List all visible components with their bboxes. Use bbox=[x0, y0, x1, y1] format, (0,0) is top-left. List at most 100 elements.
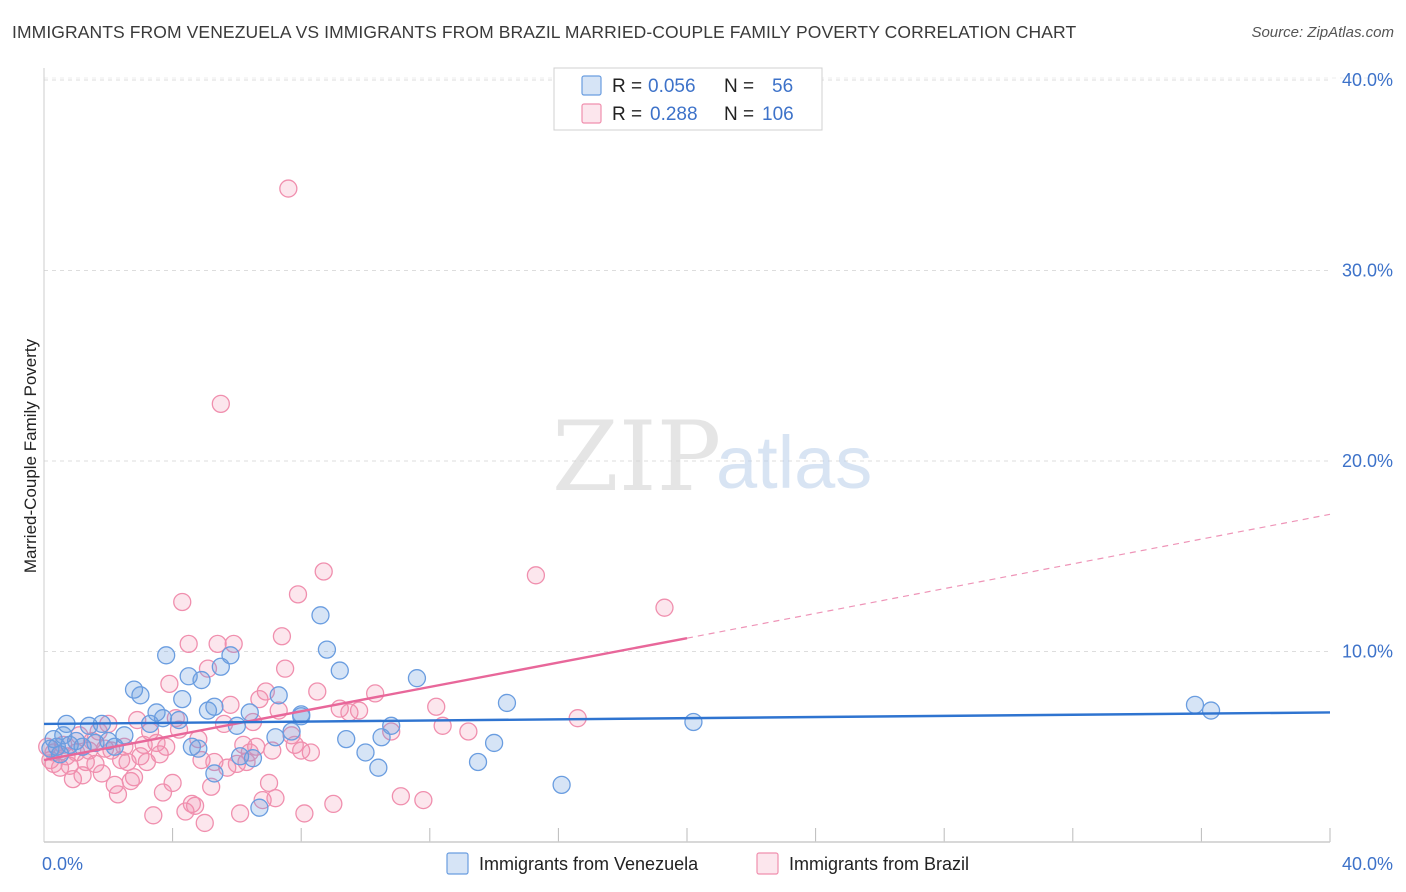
venezuela-point bbox=[173, 689, 192, 709]
x-tick-labels: 0.0% 40.0% bbox=[42, 854, 1393, 874]
source-label: Source: ZipAtlas.com bbox=[1251, 24, 1394, 41]
legend-n-label: N = bbox=[724, 76, 754, 97]
series-legend-venezuela: Immigrants from Venezuela bbox=[479, 854, 699, 874]
brazil-point bbox=[163, 773, 182, 793]
series-legend: Immigrants from Venezuela Immigrants fro… bbox=[446, 852, 969, 875]
venezuela-point bbox=[169, 710, 189, 730]
brazil-point bbox=[173, 592, 192, 612]
venezuela-point bbox=[189, 739, 208, 758]
x-tick-label: 40.0% bbox=[1342, 854, 1393, 874]
brazil-point bbox=[259, 773, 279, 793]
venezuela-point bbox=[356, 743, 375, 762]
venezuela-point bbox=[192, 670, 211, 690]
chart-title: IMMIGRANTS FROM VENEZUELA VS IMMIGRANTS … bbox=[12, 22, 1077, 42]
brazil-point bbox=[655, 598, 674, 617]
legend-n-value: 56 bbox=[772, 76, 793, 97]
trend-lines bbox=[43, 513, 1331, 762]
venezuela-trend-line bbox=[43, 711, 1331, 726]
y-tick-label: 40.0% bbox=[1342, 70, 1393, 90]
venezuela-point bbox=[182, 737, 202, 756]
venezuela-point bbox=[1201, 701, 1221, 720]
brazil-point bbox=[314, 562, 333, 581]
watermark-zip: ZIP bbox=[552, 401, 721, 513]
x-tick-label: 0.0% bbox=[42, 854, 83, 874]
series-legend-swatch-brazil bbox=[756, 852, 779, 875]
legend-n-value: 106 bbox=[762, 104, 794, 125]
venezuela-point bbox=[205, 764, 224, 783]
series-legend-brazil: Immigrants from Brazil bbox=[789, 854, 969, 874]
brazil-point bbox=[224, 634, 243, 654]
brazil-point bbox=[272, 627, 292, 646]
watermark-atlas: atlas bbox=[716, 421, 872, 504]
venezuela-point bbox=[115, 726, 134, 745]
y-tick-labels: 10.0% 20.0% 30.0% 40.0% bbox=[1342, 70, 1393, 662]
brazil-point bbox=[185, 796, 205, 815]
venezuela-point bbox=[1185, 695, 1205, 714]
brazil-point bbox=[414, 790, 433, 810]
venezuela-point bbox=[468, 752, 488, 772]
brazil-point bbox=[288, 585, 308, 604]
brazil-point bbox=[391, 787, 411, 806]
brazil-point bbox=[526, 566, 546, 585]
brazil-point bbox=[295, 804, 314, 823]
brazil-point bbox=[144, 806, 163, 825]
venezuela-point bbox=[369, 758, 388, 777]
brazil-point bbox=[63, 769, 83, 789]
venezuela-point bbox=[282, 722, 301, 741]
legend-r-value: 0.288 bbox=[650, 104, 698, 125]
brazil-point bbox=[179, 634, 198, 654]
brazil-point bbox=[301, 743, 320, 762]
brazil-point bbox=[160, 674, 179, 694]
brazil-trend-line bbox=[43, 636, 688, 762]
brazil-point bbox=[266, 789, 285, 808]
brazil-point bbox=[324, 794, 343, 814]
brazil-point bbox=[182, 794, 202, 814]
brazil-point bbox=[124, 768, 144, 787]
venezuela-point bbox=[153, 709, 173, 728]
brazil-point bbox=[108, 785, 128, 804]
venezuela-point bbox=[484, 733, 504, 753]
brazil-point bbox=[92, 764, 112, 783]
venezuela-point bbox=[552, 775, 571, 794]
brazil-point bbox=[275, 659, 295, 678]
brazil-point bbox=[211, 394, 230, 414]
axes bbox=[43, 68, 1330, 843]
brazil-point bbox=[157, 737, 176, 756]
stats-legend: R = 0.056 N = 56 R = 0.288 N = 106 bbox=[553, 67, 823, 131]
venezuela-point bbox=[221, 646, 240, 665]
venezuela-point bbox=[243, 749, 263, 768]
brazil-trend-extension bbox=[686, 513, 1331, 639]
brazil-point bbox=[279, 179, 298, 198]
brazil-point bbox=[382, 722, 401, 741]
venezuela-point bbox=[157, 646, 176, 665]
legend-r-label: R = bbox=[612, 76, 642, 97]
legend-swatch-venezuela bbox=[581, 75, 602, 96]
brazil-point bbox=[308, 682, 327, 701]
brazil-point bbox=[230, 804, 250, 823]
brazil-point bbox=[349, 701, 369, 720]
venezuela-point bbox=[311, 606, 330, 625]
venezuela-point bbox=[266, 728, 285, 747]
brazil-point bbox=[221, 695, 240, 714]
venezuela-point bbox=[684, 712, 703, 732]
y-tick-label: 30.0% bbox=[1342, 261, 1393, 281]
series-legend-swatch-venezuela bbox=[446, 852, 469, 875]
venezuela-point bbox=[330, 661, 349, 680]
y-tick-label: 20.0% bbox=[1342, 451, 1393, 471]
venezuela-point bbox=[250, 798, 269, 817]
legend-r-value: 0.056 bbox=[648, 76, 696, 97]
brazil-point bbox=[459, 722, 478, 741]
venezuela-point bbox=[131, 686, 150, 705]
venezuela-point bbox=[407, 669, 427, 688]
venezuela-point bbox=[240, 703, 259, 722]
brazil-point bbox=[86, 754, 105, 774]
brazil-point bbox=[195, 813, 214, 833]
legend-n-label: N = bbox=[724, 104, 754, 125]
venezuela-point bbox=[269, 686, 288, 705]
legend-r-label: R = bbox=[612, 104, 642, 125]
venezuela-points bbox=[41, 606, 1221, 817]
y-tick-label: 10.0% bbox=[1342, 642, 1393, 662]
watermark: ZIP atlas bbox=[552, 401, 872, 513]
legend-swatch-brazil bbox=[581, 103, 602, 124]
